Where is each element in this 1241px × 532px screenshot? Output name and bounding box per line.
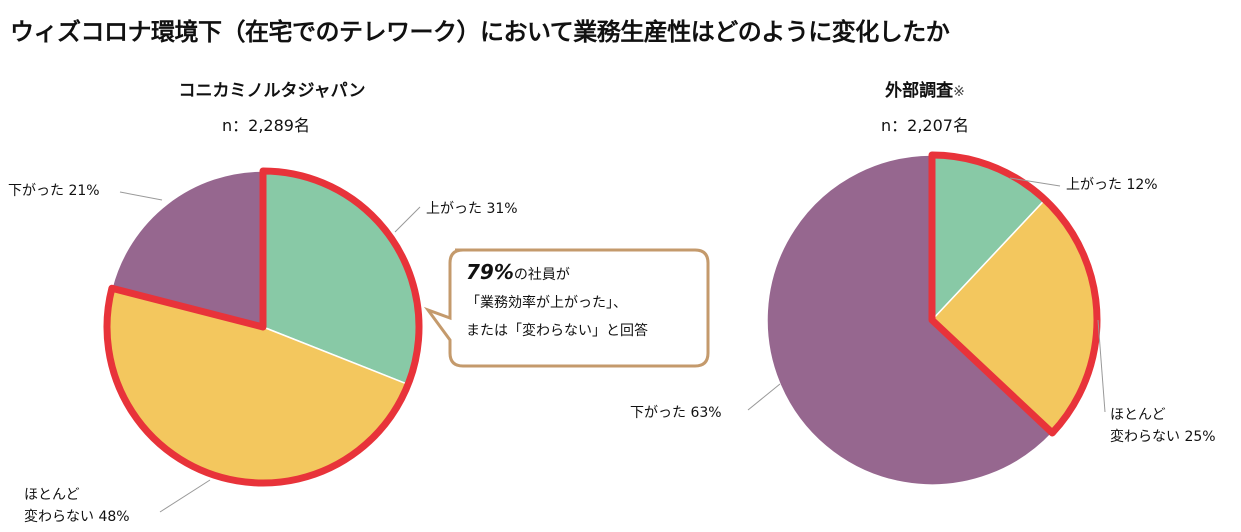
chart2-title: 外部調査※ — [885, 76, 965, 101]
chart1-label-down: 下がった 21% — [8, 183, 100, 199]
chart2-leader-0 — [1009, 177, 1061, 187]
chart2-highlight-outline — [928, 151, 1101, 437]
chart1-leader-0 — [394, 206, 421, 233]
chart1-leader-2 — [119, 191, 163, 201]
callout-box: 79%の社員が 「業務効率が上がった」、 または「変わらない」と回答 — [448, 248, 706, 366]
callout-line1: 79%の社員が — [466, 258, 688, 289]
chart1-leader-1 — [159, 479, 211, 513]
chart2-label-same-1: ほとんど — [1110, 407, 1166, 423]
chart2-title-note: ※ — [953, 84, 965, 100]
chart2-label-up: 上がった 12% — [1066, 177, 1158, 193]
chart2-label-same-2: 変わらない 25% — [1110, 429, 1216, 445]
callout-line2: 「業務効率が上がった」、 — [466, 295, 627, 311]
page-title: ウィズコロナ環境下（在宅でのテレワーク）において業務生産性はどのように変化したか — [10, 18, 950, 46]
chart1-label-same-2: 変わらない 48% — [24, 509, 130, 525]
chart1-highlight-outline — [103, 167, 423, 487]
callout-line1-rest: の社員が — [513, 267, 570, 283]
chart1-label-same-1: ほとんど — [24, 487, 80, 503]
chart2-title-text: 外部調査 — [885, 81, 954, 101]
chart1-slice-2 — [110, 170, 264, 328]
callout-border — [423, 248, 710, 368]
chart2-slice-2 — [766, 154, 1054, 486]
chart1-title: コニカミノルタジャパン — [178, 81, 366, 101]
chart2-label-down: 下がった 63% — [630, 405, 722, 421]
chart2-leader-2 — [747, 383, 781, 411]
chart2-n: n：2,207名 — [881, 116, 969, 135]
chart2-leader-1 — [1097, 319, 1106, 413]
chart1-n: n：2,289名 — [222, 116, 310, 135]
callout-line3: または「変わらない」と回答 — [466, 323, 648, 339]
callout-highlight: 79% — [466, 260, 514, 284]
chart1-label-up: 上がった 31% — [426, 201, 518, 217]
